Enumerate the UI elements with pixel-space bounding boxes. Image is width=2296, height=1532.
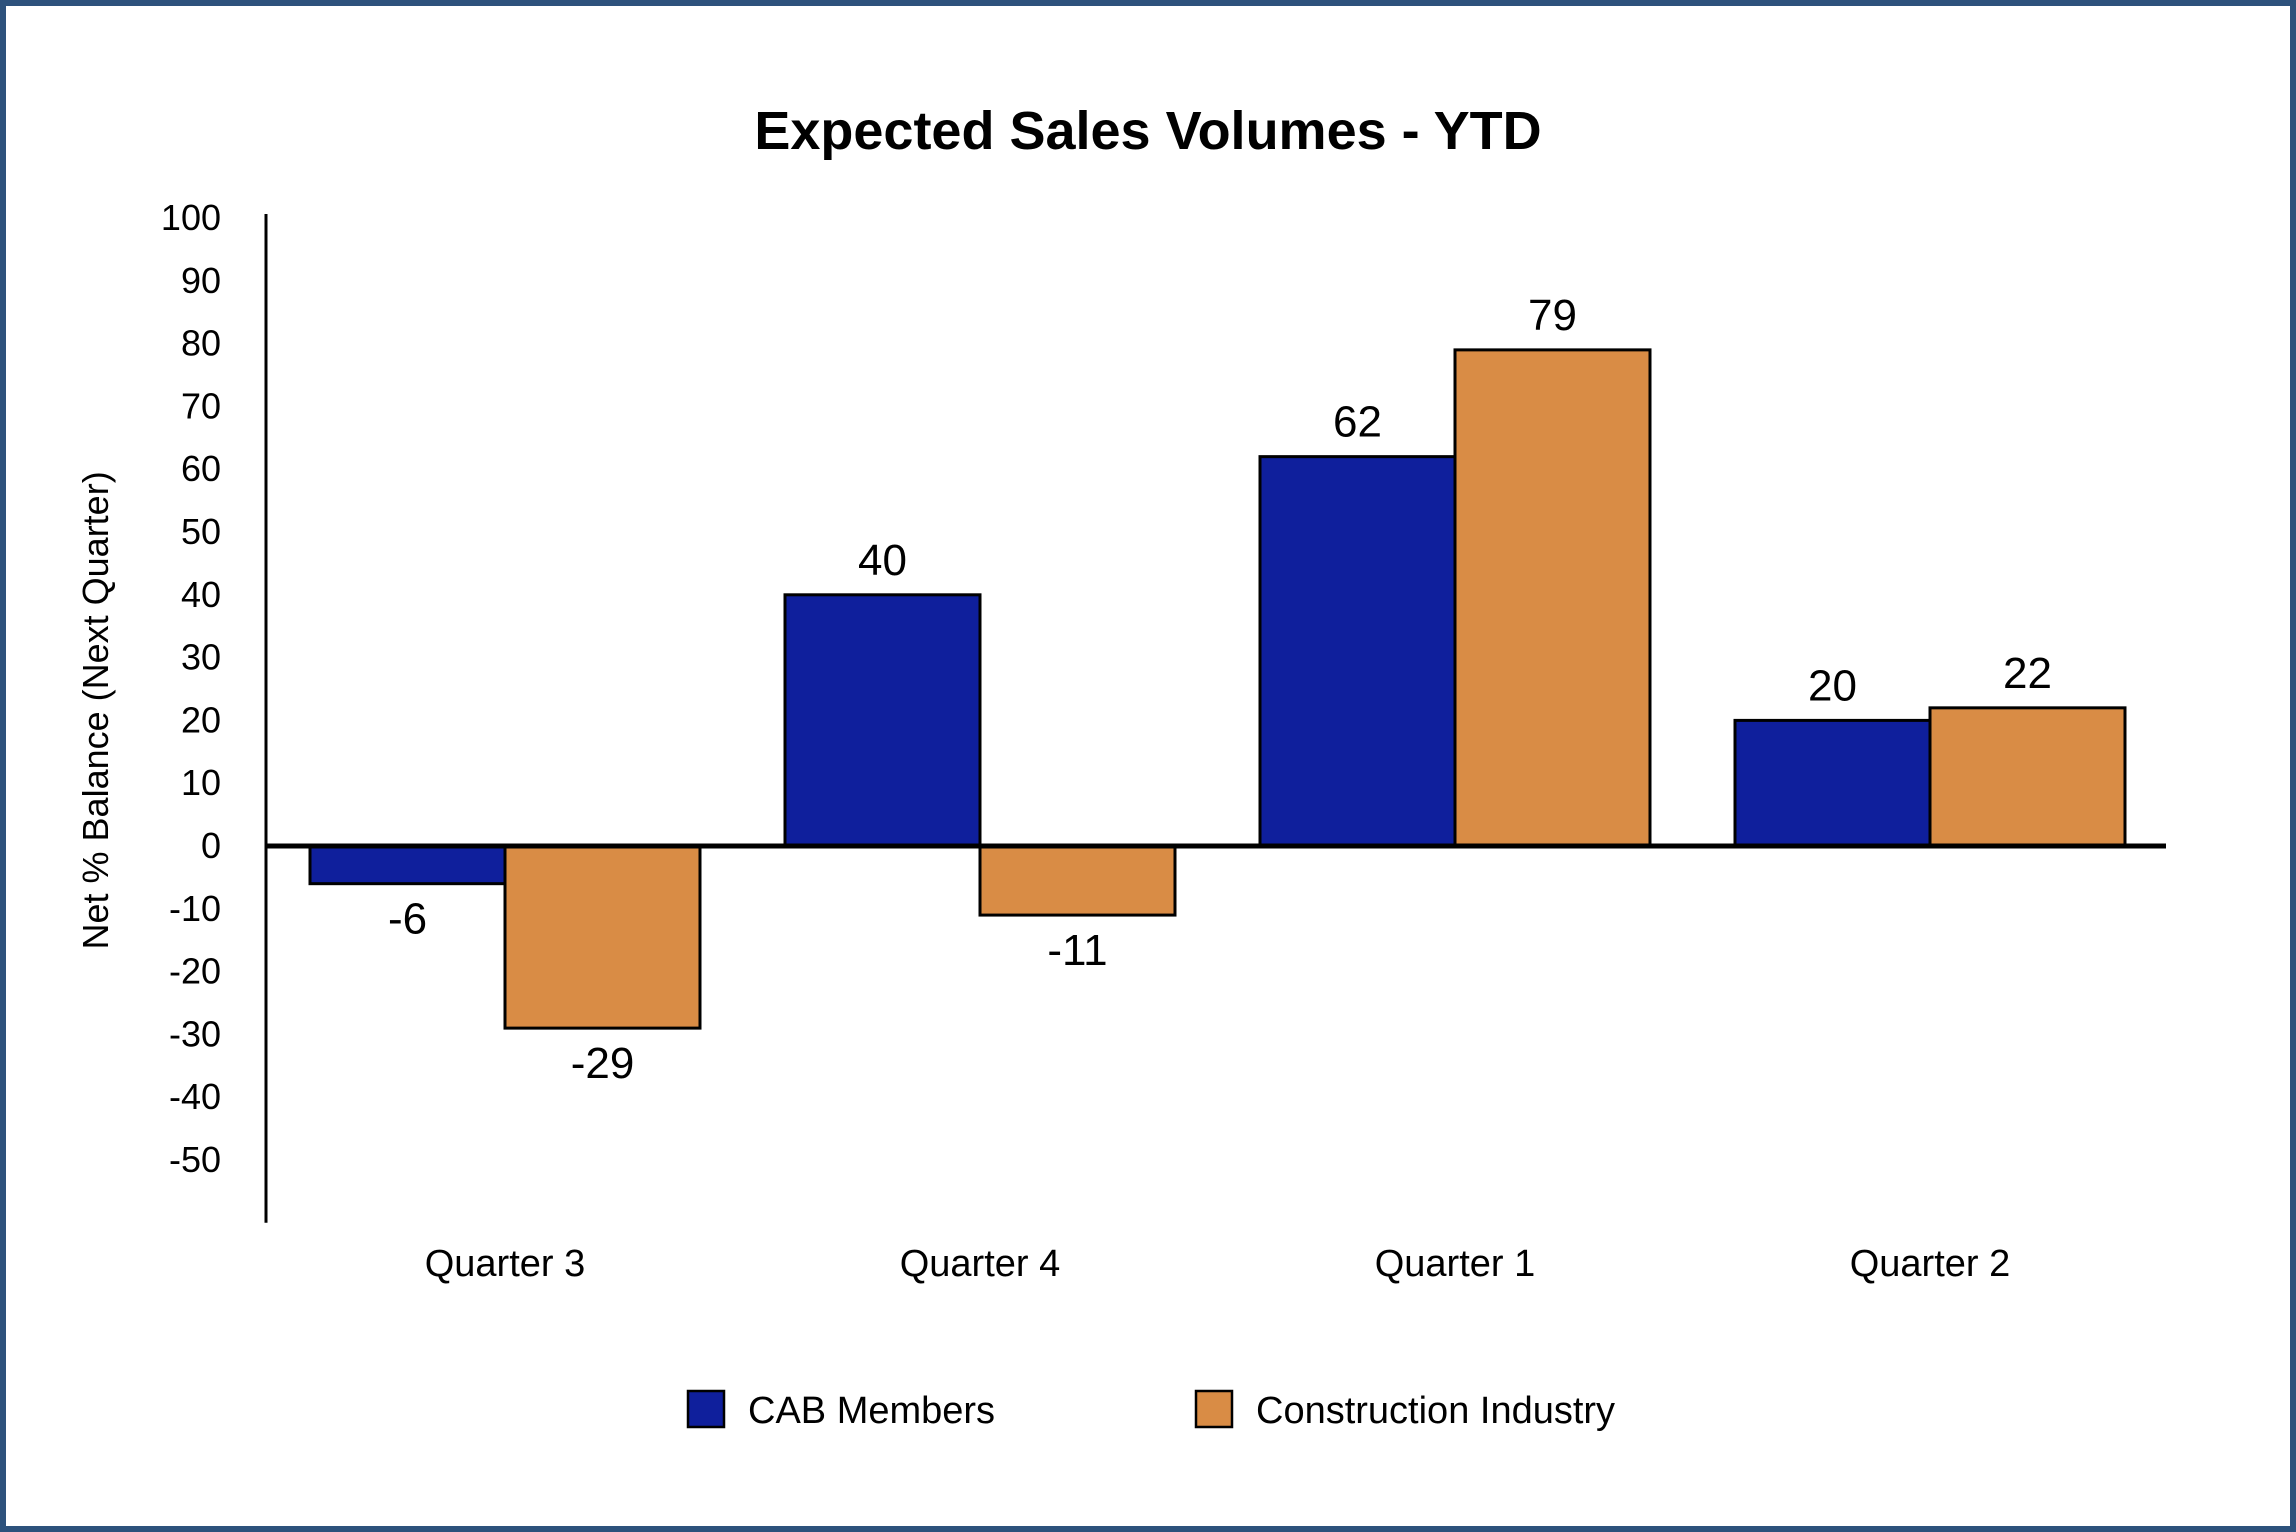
bar-construction-industry-quarter-4 [978, 844, 1177, 917]
y-tick-label: 90 [181, 260, 221, 301]
x-category-label: Quarter 2 [1850, 1243, 2011, 1285]
data-label: 62 [1333, 398, 1382, 447]
data-label: -29 [571, 1039, 635, 1088]
x-category-label: Quarter 1 [1375, 1243, 1536, 1285]
y-tick-label: 60 [181, 448, 221, 489]
legend-label: Construction Industry [1256, 1390, 1615, 1432]
y-tick-label: 0 [201, 825, 221, 866]
chart-title: Expected Sales Volumes - YTD [754, 101, 1542, 161]
bars [308, 348, 2127, 1030]
x-category-label: Quarter 4 [900, 1243, 1061, 1285]
y-tick-label: -30 [169, 1013, 221, 1054]
data-label: 40 [858, 536, 907, 585]
data-label: 79 [1528, 291, 1577, 340]
data-label: 20 [1808, 661, 1857, 710]
y-tick-label: -10 [169, 888, 221, 929]
legend-swatch [686, 1389, 726, 1429]
legend: CAB Members Construction Industry [686, 1389, 1615, 1432]
y-tick-label: 20 [181, 699, 221, 740]
bar-construction-industry-quarter-2 [1928, 706, 2127, 848]
y-axis-title: Net % Balance (Next Quarter) [75, 471, 116, 949]
y-tick-label: -20 [169, 951, 221, 992]
x-category-label: Quarter 3 [425, 1243, 586, 1285]
data-labels: -6 -29 40 -11 62 79 20 22 [388, 291, 2052, 1088]
bar-construction-industry-quarter-3 [503, 844, 702, 1030]
y-tick-label: 50 [181, 511, 221, 552]
y-tick-label: 40 [181, 574, 221, 615]
x-axis-category-labels: Quarter 3 Quarter 4 Quarter 1 Quarter 2 [425, 1243, 2011, 1285]
bar-cab-members-quarter-4 [783, 593, 982, 848]
y-tick-label: 100 [161, 197, 221, 238]
bar-cab-members-quarter-1 [1258, 455, 1457, 848]
legend-swatch [1194, 1389, 1234, 1429]
legend-label: CAB Members [748, 1390, 995, 1432]
data-label: 22 [2003, 649, 2052, 698]
y-tick-label: 70 [181, 385, 221, 426]
bar-cab-members-quarter-3 [308, 844, 507, 886]
data-label: -11 [1047, 926, 1107, 975]
bar-construction-industry-quarter-1 [1453, 348, 1652, 848]
data-label: -6 [388, 895, 427, 944]
y-tick-label: 30 [181, 637, 221, 678]
y-tick-label: -50 [169, 1139, 221, 1180]
bar-cab-members-quarter-2 [1733, 718, 1932, 848]
y-tick-label: -40 [169, 1076, 221, 1117]
y-tick-label: 80 [181, 323, 221, 364]
y-tick-label: 10 [181, 762, 221, 803]
